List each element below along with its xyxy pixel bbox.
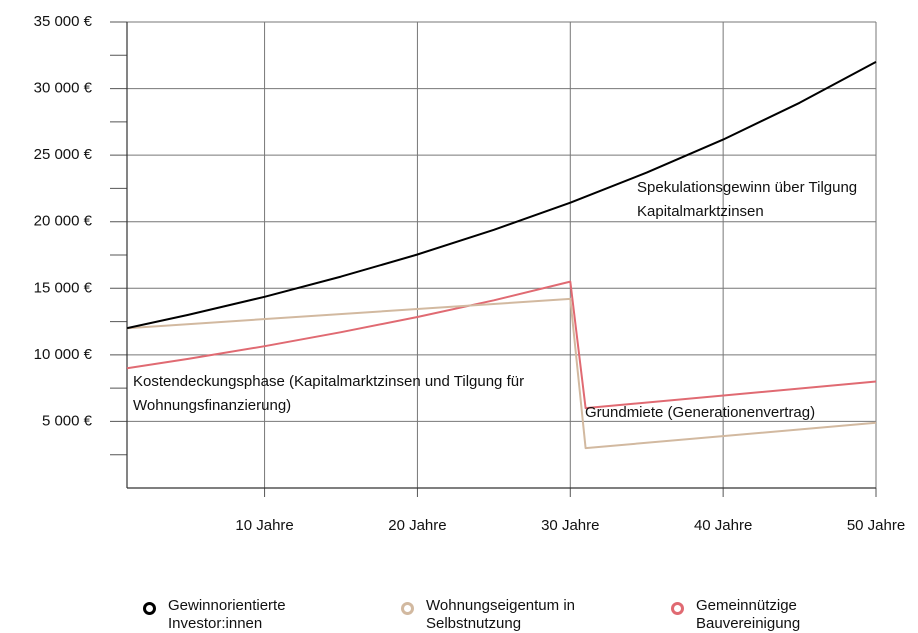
series-line: [126, 297, 877, 450]
x-tick-label: 10 Jahre: [235, 517, 293, 534]
y-tick-label: 10 000 €: [34, 346, 93, 363]
legend-label: Wohnungseigentum in Selbstnutzung: [426, 597, 575, 632]
legend-marker: [401, 602, 414, 615]
legend-marker: [143, 602, 156, 615]
x-tick-label: 30 Jahre: [541, 517, 599, 534]
y-tick-label: 35 000 €: [34, 13, 93, 30]
series-line: [126, 280, 877, 410]
x-tick-label: 50 Jahre: [847, 517, 905, 534]
y-tick-label: 30 000 €: [34, 80, 93, 97]
y-tick-label: 25 000 €: [34, 146, 93, 163]
page: {"chart_data": { "type": "line", "xlim":…: [33, 12, 906, 632]
legend-label: Gemeinnützige Bauvereinigung: [696, 597, 801, 632]
y-tick-label: 15 000 €: [34, 279, 93, 296]
legend-item: Gemeinnützige Bauvereinigung: [671, 597, 918, 633]
series-line: [126, 61, 877, 330]
y-tick-label: 20 000 €: [34, 213, 93, 230]
legend-label: Gewinnorientierte Investor:innen: [168, 597, 286, 632]
x-tick-label: 40 Jahre: [694, 517, 752, 534]
legend-marker: [671, 602, 684, 615]
y-tick-label: 5 000 €: [42, 412, 93, 429]
annotation: Grundmiete (Generationenvertrag): [585, 404, 816, 421]
legend-item: Gewinnorientierte Investor:innen: [143, 597, 393, 633]
annotation: Kostendeckungsphase (Kapitalmarktzinsen …: [133, 373, 525, 414]
legend-item: Wohnungseigentum in Selbstnutzung: [401, 597, 651, 633]
chart: 5 000 € 10 000 € 15 000 € 20 000 € 25 000 € 3…: [34, 13, 906, 534]
annotation: Spekulationsgewinn über Tilgung Kapitalm…: [637, 179, 858, 220]
x-tick-label: 20 Jahre: [388, 517, 446, 534]
